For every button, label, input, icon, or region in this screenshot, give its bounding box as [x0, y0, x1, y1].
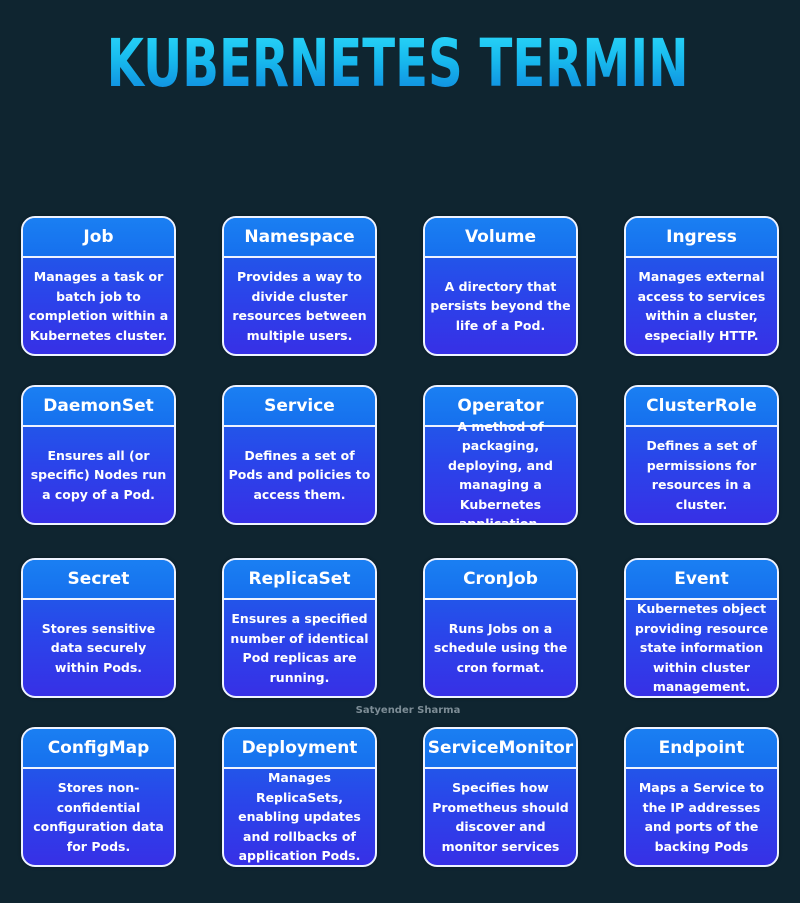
term-body: Provides a way to divide cluster resourc… — [224, 258, 375, 354]
term-name: Volume — [425, 218, 576, 258]
term-body: A directory that persists beyond the lif… — [425, 258, 576, 354]
term-body: Manages a task or batch job to completio… — [23, 258, 174, 354]
term-card-service: Service Defines a set of Pods and policie… — [222, 385, 377, 525]
term-name: CronJob — [425, 560, 576, 600]
term-card-secret: Secret Stores sensitive data securely wit… — [21, 558, 176, 698]
term-card-replicaset: ReplicaSet Ensures a specified number of … — [222, 558, 377, 698]
term-name: Event — [626, 560, 777, 600]
term-card-event: Event Kubernetes object providing resourc… — [624, 558, 779, 698]
term-name: Namespace — [224, 218, 375, 258]
term-body: Kubernetes object providing resource sta… — [626, 600, 777, 696]
term-card-operator: Operator A method of packaging, deploying… — [423, 385, 578, 525]
term-body: Defines a set of Pods and policies to ac… — [224, 427, 375, 523]
term-name: Endpoint — [626, 729, 777, 769]
term-card-daemonset: DaemonSet Ensures all (or specific) Nodes… — [21, 385, 176, 525]
term-body: Maps a Service to the IP addresses and p… — [626, 769, 777, 865]
term-description: Manages external access to services with… — [637, 269, 766, 343]
term-name: Secret — [23, 560, 174, 600]
term-description: Defines a set of permissions for resourc… — [646, 438, 757, 512]
term-name: Operator — [425, 387, 576, 427]
term-body: Ensures a specified number of identical … — [224, 600, 375, 696]
term-name: ConfigMap — [23, 729, 174, 769]
term-name: Deployment — [224, 729, 375, 769]
term-description: Ensures all (or specific) Nodes run a co… — [30, 447, 167, 502]
term-name: ReplicaSet — [224, 560, 375, 600]
term-description: A directory that persists beyond the lif… — [430, 278, 571, 333]
term-card-configmap: ConfigMap Stores non-confidential configu… — [21, 727, 176, 867]
term-description: Provides a way to divide cluster resourc… — [232, 269, 367, 343]
term-card-ingress: Ingress Manages external access to servic… — [624, 216, 779, 356]
term-name: Service — [224, 387, 375, 427]
term-body: Ensures all (or specific) Nodes run a co… — [23, 427, 174, 523]
term-body: Stores sensitive data securely within Po… — [23, 600, 174, 696]
term-description: Maps a Service to the IP addresses and p… — [638, 780, 765, 854]
term-card-cronjob: CronJob Runs Jobs on a schedule using the… — [423, 558, 578, 698]
page-title: KUBERNETES TERMINOLOGY — [107, 14, 800, 114]
term-body: Manages ReplicaSets, enabling updates an… — [224, 769, 375, 865]
term-card-namespace: Namespace Provides a way to divide cluste… — [222, 216, 377, 356]
term-name: ServiceMonitor — [425, 729, 576, 769]
term-name: DaemonSet — [23, 387, 174, 427]
term-body: Manages external access to services with… — [626, 258, 777, 354]
term-description: Manages a task or batch job to completio… — [28, 269, 169, 343]
term-name: ClusterRole — [626, 387, 777, 427]
term-description: Ensures a specified number of identical … — [230, 611, 369, 685]
term-description: Defines a set of Pods and policies to ac… — [228, 447, 371, 502]
term-description: A method of packaging, deploying, and ma… — [448, 418, 553, 525]
term-card-clusterrole: ClusterRole Defines a set of permissions … — [624, 385, 779, 525]
term-body: A method of packaging, deploying, and ma… — [425, 419, 576, 524]
term-description: Manages ReplicaSets, enabling updates an… — [238, 770, 361, 864]
author-credit: Satyender Sharma — [355, 705, 461, 716]
term-description: Stores non-confidential configuration da… — [33, 780, 164, 854]
term-body: Defines a set of permissions for resourc… — [626, 427, 777, 523]
term-name: Ingress — [626, 218, 777, 258]
term-card-servicemonitor: ServiceMonitor Specifies how Prometheus s… — [423, 727, 578, 867]
term-description: Stores sensitive data securely within Po… — [41, 620, 156, 675]
term-card-job: Job Manages a task or batch job to comple… — [21, 216, 176, 356]
term-description: Specifies how Prometheus should discover… — [432, 780, 569, 854]
term-card-endpoint: Endpoint Maps a Service to the IP address… — [624, 727, 779, 867]
term-name: Job — [23, 218, 174, 258]
term-card-deployment: Deployment Manages ReplicaSets, enabling … — [222, 727, 377, 867]
term-body: Runs Jobs on a schedule using the cron f… — [425, 600, 576, 696]
term-description: Runs Jobs on a schedule using the cron f… — [433, 620, 568, 675]
term-description: Kubernetes object providing resource sta… — [634, 601, 769, 695]
term-card-volume: Volume A directory that persists beyond t… — [423, 216, 578, 356]
term-body: Specifies how Prometheus should discover… — [425, 769, 576, 865]
term-body: Stores non-confidential configuration da… — [23, 769, 174, 865]
